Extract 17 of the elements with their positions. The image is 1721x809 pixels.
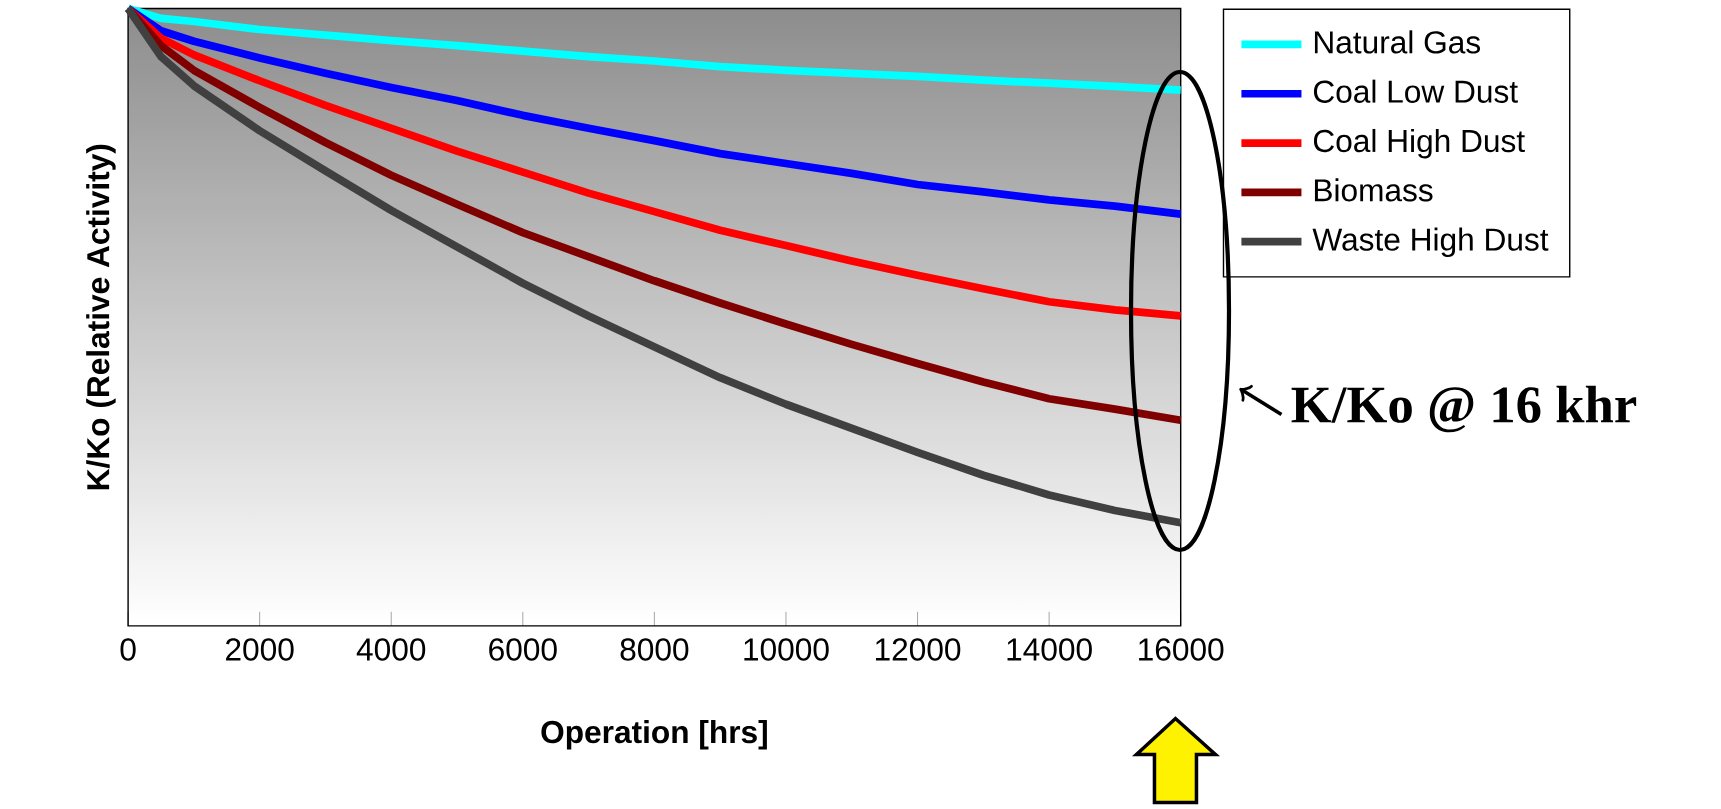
- legend-label: Natural Gas: [1314, 30, 1481, 54]
- x-tick-label: 8000: [620, 638, 689, 661]
- text: K/Ko @ 16 khr: [1291, 385, 1637, 433]
- y-axis-title: K/Ko (Relative Activity): [86, 144, 116, 490]
- x-tick-label: 16000: [1139, 638, 1224, 661]
- x-axis-title: Operation [hrs]: [541, 720, 767, 750]
- legend-label: Biomass: [1314, 178, 1433, 202]
- x-tick-label: 6000: [489, 638, 557, 661]
- x-tick-label: 12000: [875, 638, 961, 661]
- x-tick-label: 4000: [356, 638, 426, 661]
- x-tick-label: 14000: [1007, 638, 1092, 661]
- legend-label: Coal Low Dust: [1313, 79, 1518, 103]
- legend-label: Coal High Dust: [1313, 128, 1525, 159]
- x-tick-label: 2000: [226, 638, 294, 661]
- x-tick-label: 0: [120, 638, 136, 661]
- legend-label: Waste High Dust: [1312, 227, 1549, 258]
- x-tick-label: 10000: [744, 638, 829, 661]
